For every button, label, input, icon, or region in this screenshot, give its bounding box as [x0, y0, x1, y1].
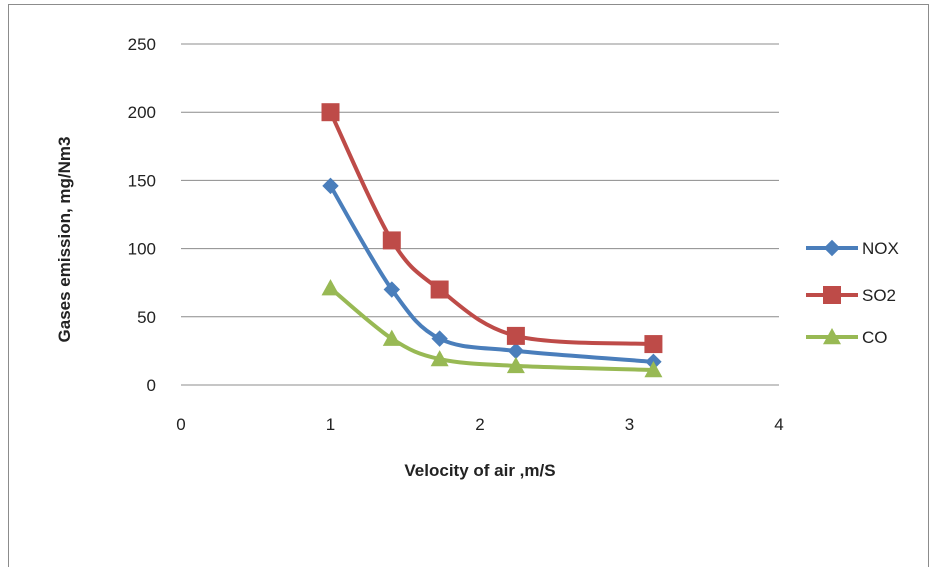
- data-point-nox: [383, 281, 401, 298]
- data-point-so2: [321, 103, 340, 122]
- data-point-co: [321, 279, 340, 296]
- x-axis-title: Velocity of air ,m/S: [404, 461, 555, 480]
- data-point-co: [430, 350, 449, 367]
- y-tick-label: 200: [128, 103, 156, 122]
- y-axis-title: Gases emission, mg/Nm3: [55, 137, 74, 343]
- legend: NOX SO2 CO: [806, 239, 899, 347]
- data-point-co: [644, 360, 663, 378]
- series-line-so2: [328, 111, 654, 347]
- series-co: [321, 279, 663, 378]
- series-so2: [321, 103, 663, 354]
- legend-marker-so2: [823, 286, 841, 304]
- series-layer: [321, 103, 663, 378]
- legend-label-co: CO: [862, 328, 888, 347]
- data-point-nox: [322, 177, 339, 195]
- legend-label-so2: SO2: [862, 286, 896, 305]
- x-tick-label: 1: [326, 415, 335, 434]
- legend-item-nox: NOX: [806, 239, 899, 258]
- data-point-so2: [382, 231, 401, 250]
- y-tick-label: 250: [128, 35, 156, 54]
- data-point-co: [382, 329, 401, 346]
- legend-marker-co: [823, 328, 841, 345]
- series-line-co: [329, 286, 654, 372]
- data-point-so2: [430, 280, 449, 299]
- x-tick-label: 0: [176, 415, 185, 434]
- legend-item-so2: SO2: [806, 286, 896, 305]
- y-tick-label: 150: [128, 171, 156, 190]
- x-tick-label: 2: [475, 415, 484, 434]
- legend-marker-nox: [823, 239, 841, 257]
- data-point-nox: [431, 330, 448, 347]
- data-point-so2: [644, 335, 663, 354]
- y-tick-label: 0: [147, 376, 156, 395]
- y-tick-label: 50: [137, 308, 156, 327]
- gridlines: [181, 43, 779, 318]
- legend-item-co: CO: [806, 328, 888, 347]
- data-point-co: [506, 356, 525, 374]
- y-tick-label: 100: [128, 240, 156, 259]
- data-point-so2: [506, 326, 525, 345]
- data-point-nox: [507, 342, 525, 360]
- x-tick-label: 4: [774, 415, 783, 434]
- x-tick-labels: 0 1 2 3 4: [176, 415, 783, 434]
- chart-frame: [8, 4, 929, 567]
- legend-label-nox: NOX: [862, 239, 899, 258]
- y-tick-labels: 0 50 100 150 200 250: [128, 35, 156, 395]
- x-tick-label: 3: [625, 415, 634, 434]
